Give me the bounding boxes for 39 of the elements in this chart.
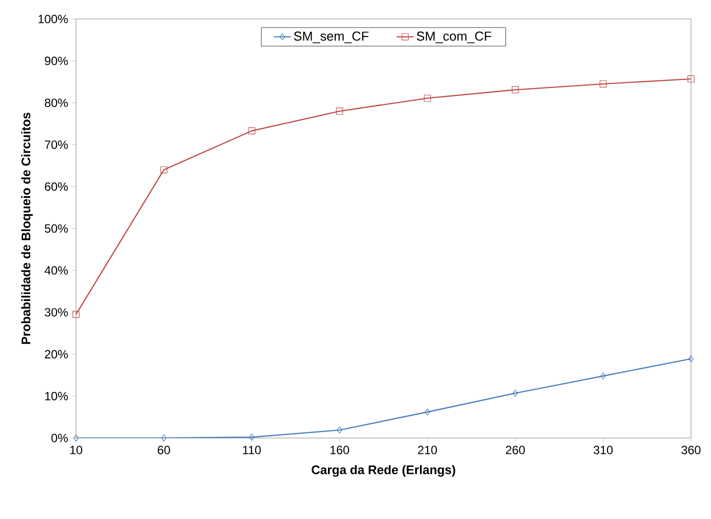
y-tick-label: 30%: [44, 308, 68, 317]
y-tick-label: 40%: [44, 266, 68, 275]
y-tick-label: 20%: [44, 350, 68, 358]
y-tick-label: 60%: [44, 182, 68, 191]
point: [249, 434, 254, 441]
point: [160, 166, 168, 174]
point: [512, 86, 519, 94]
point: [336, 108, 344, 115]
x-tick-label: 60: [158, 446, 170, 454]
x-axis-title: Carga da Rede (Erlangs): [312, 465, 456, 477]
point: [424, 408, 430, 416]
x-tick-label: 110: [243, 446, 261, 454]
x-tick-label: 160: [330, 446, 350, 454]
y-tick-label: 0%: [51, 434, 68, 442]
y-axis-title: Probabilidade de Bloqueio de Circuitos: [21, 112, 33, 344]
legend-label: SM_sem_CF: [294, 32, 368, 44]
y-tick-label: 80%: [44, 98, 68, 108]
point: [73, 434, 79, 442]
point: [424, 94, 431, 102]
point: [161, 434, 167, 442]
y-tick-label: 70%: [44, 140, 68, 149]
point: [72, 310, 80, 318]
legend-label: SM_com_CF: [416, 32, 492, 44]
x-tick-label: 360: [681, 446, 701, 454]
y-tick-label: 90%: [44, 56, 68, 66]
x-tick-label: 310: [594, 446, 613, 454]
x-tick-label: 10: [70, 446, 82, 454]
point: [248, 127, 256, 134]
point: [600, 80, 607, 88]
y-tick-label: 10%: [45, 392, 68, 400]
y-tick-label: 100%: [38, 14, 68, 24]
point: [688, 75, 695, 82]
y-tick-label: 50%: [44, 224, 68, 233]
point: [336, 426, 342, 434]
point: [688, 355, 694, 362]
point: [600, 372, 606, 380]
x-tick-label: 210: [418, 446, 437, 454]
x-tick-label: 260: [506, 446, 525, 454]
point: [512, 390, 518, 397]
